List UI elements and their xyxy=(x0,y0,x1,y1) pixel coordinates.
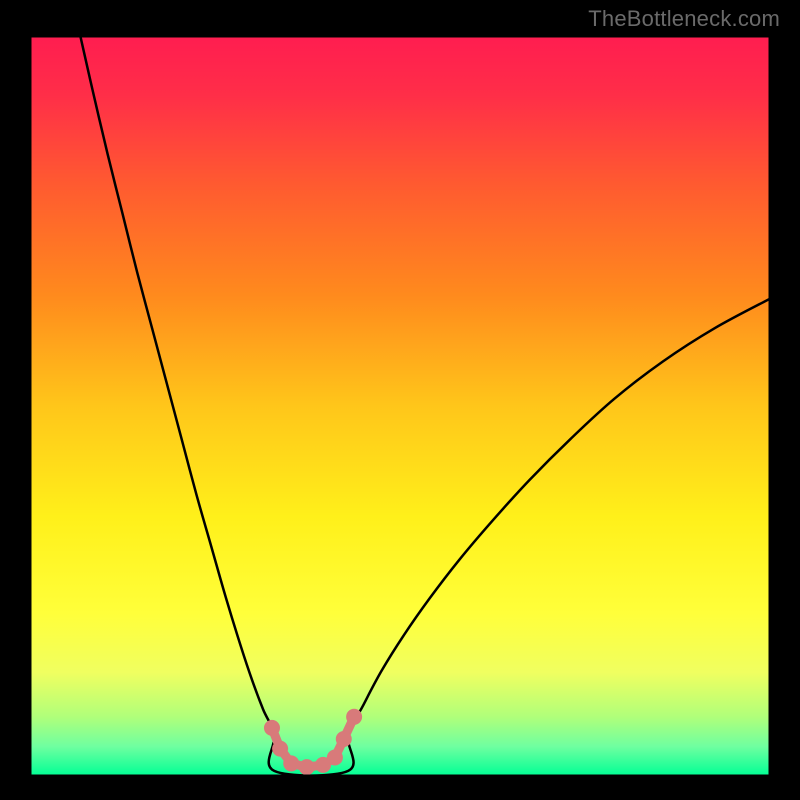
bottleneck-curve-plot xyxy=(0,0,800,800)
valley-marker-dot xyxy=(299,759,315,775)
watermark-text: TheBottleneck.com xyxy=(588,6,780,32)
valley-marker-dot xyxy=(264,720,280,736)
valley-marker-dot xyxy=(327,750,343,766)
gradient-background xyxy=(30,36,770,776)
valley-marker-dot xyxy=(272,741,288,757)
valley-marker-dot xyxy=(283,755,299,771)
valley-marker-dot xyxy=(336,731,352,747)
valley-marker-dot xyxy=(346,709,362,725)
chart-container: TheBottleneck.com xyxy=(0,0,800,800)
